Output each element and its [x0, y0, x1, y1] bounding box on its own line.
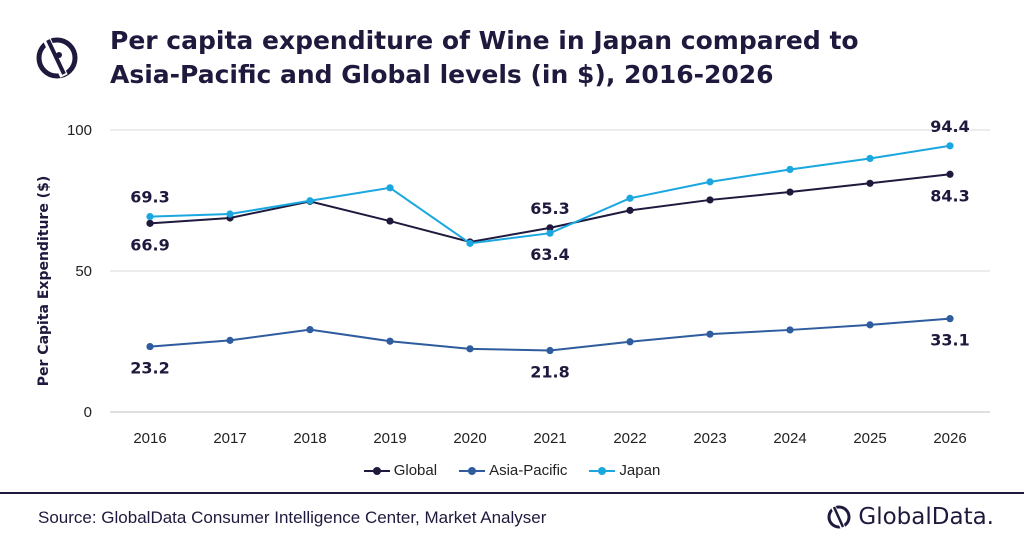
- x-tick-label: 2025: [853, 430, 886, 447]
- legend-swatch: [589, 465, 616, 477]
- chart-title: Per capita expenditure of Wine in Japan …: [110, 26, 859, 89]
- data-point: [946, 170, 954, 178]
- legend-item: Global: [363, 462, 438, 479]
- data-point: [226, 336, 234, 344]
- data-label: 69.3: [130, 188, 169, 207]
- x-tick-label: 2017: [213, 430, 246, 447]
- data-point: [786, 188, 794, 196]
- legend-label: Japan: [619, 462, 661, 479]
- legend-swatch: [363, 465, 390, 477]
- x-tick-label: 2016: [133, 430, 166, 447]
- data-point: [466, 345, 474, 353]
- data-point: [626, 206, 634, 214]
- data-point: [386, 217, 394, 225]
- line-chart: 0 50 100 2016 2017 2018 2019 2020 2021 2022 2023 20…: [36, 117, 990, 447]
- series-line: [149, 317, 951, 352]
- data-point: [866, 154, 874, 163]
- data-point: [706, 178, 714, 186]
- chart-legend: Global Asia-Pacific Japan: [0, 462, 1024, 479]
- brand-logo: GlobalData.: [826, 502, 994, 532]
- globaldata-logo-icon: [36, 36, 78, 79]
- brand-name: GlobalData.: [858, 504, 994, 530]
- data-point: [706, 196, 714, 204]
- data-point: [786, 165, 794, 174]
- data-point: [626, 194, 634, 202]
- brand-mark-icon: [827, 504, 851, 530]
- data-label: 66.9: [130, 235, 169, 254]
- data-point: [786, 326, 794, 334]
- data-point: [146, 342, 154, 351]
- data-point: [466, 239, 474, 247]
- x-tick-label: 2019: [373, 430, 406, 447]
- legend-label: Global: [393, 462, 438, 479]
- x-tick-label: 2026: [933, 430, 966, 447]
- data-label: 63.4: [530, 245, 569, 264]
- data-point: [146, 212, 154, 221]
- data-point: [306, 326, 314, 334]
- footer-divider: [0, 492, 1024, 494]
- data-point: [866, 179, 874, 187]
- x-tick-label: 2022: [613, 430, 646, 447]
- source-note: Source: GlobalData Consumer Intelligence…: [38, 508, 547, 527]
- data-label: 94.4: [930, 117, 969, 136]
- x-tick-label: 2024: [773, 430, 806, 447]
- data-point: [946, 142, 954, 150]
- data-point: [386, 337, 394, 345]
- data-point: [946, 315, 954, 323]
- legend-label: Asia-Pacific: [489, 462, 568, 479]
- data-point: [706, 330, 714, 338]
- data-point: [146, 219, 154, 227]
- legend-item: Asia-Pacific: [459, 462, 567, 479]
- data-point: [626, 338, 634, 346]
- data-point: [226, 210, 234, 218]
- y-tick-label: 0: [84, 404, 92, 421]
- data-point: [546, 346, 554, 355]
- data-point: [306, 197, 314, 205]
- data-label: 23.2: [130, 359, 169, 378]
- y-tick-label: 100: [67, 122, 92, 139]
- legend-item: Japan: [589, 462, 660, 479]
- data-label: 65.3: [530, 199, 569, 218]
- y-axis-label: Per Capita Expenditure ($): [36, 176, 52, 386]
- x-tick-label: 2023: [693, 430, 726, 447]
- data-point: [546, 229, 554, 237]
- data-point: [546, 224, 554, 232]
- data-label: 84.3: [930, 186, 969, 205]
- x-tick-label: 2018: [293, 430, 326, 447]
- legend-swatch: [459, 465, 486, 477]
- y-tick-label: 50: [75, 263, 92, 280]
- x-tick-label: 2021: [533, 430, 566, 447]
- x-tick-label: 2020: [453, 430, 486, 447]
- data-point: [866, 321, 874, 329]
- data-label: 33.1: [930, 331, 969, 350]
- data-label: 21.8: [530, 363, 569, 382]
- data-point: [386, 184, 394, 192]
